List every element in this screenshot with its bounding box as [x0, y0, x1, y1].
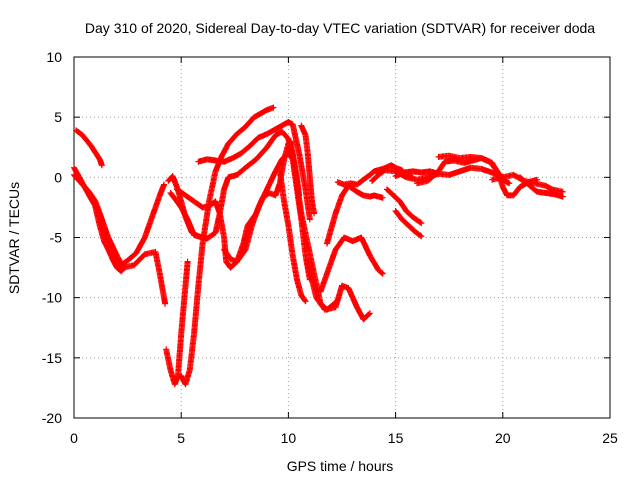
y-tick-label: 5 — [54, 109, 62, 125]
x-tick-label: 0 — [70, 430, 78, 446]
series-arc-5 — [163, 258, 191, 388]
data-point-marks — [392, 164, 506, 181]
data-point-marks — [304, 258, 373, 323]
series-arc-12 — [276, 168, 309, 305]
x-tick-label: 25 — [602, 430, 618, 446]
y-tick-label: -10 — [42, 290, 62, 306]
series-arc-20 — [392, 208, 425, 240]
data-point-marks — [167, 190, 206, 241]
data-point-marks — [73, 127, 105, 169]
y-tick-label: -5 — [50, 230, 63, 246]
data-point-marks — [298, 122, 318, 217]
y-tick-label: 0 — [54, 169, 62, 185]
data-point-marks — [384, 186, 425, 227]
chart-title: Day 310 of 2020, Sidereal Day-to-day VTE… — [85, 20, 595, 36]
x-tick-label: 20 — [495, 430, 511, 446]
y-axis-label: SDTVAR / TECUs — [6, 182, 22, 294]
series-arc-21 — [392, 164, 506, 181]
series-arc-16 — [324, 182, 386, 247]
data-point-marks — [517, 174, 566, 200]
data-point-marks — [92, 204, 127, 275]
series-arc-10 — [195, 119, 313, 223]
series-arc-19 — [384, 186, 425, 227]
series-arc-13 — [298, 122, 318, 217]
series-arc-25 — [517, 174, 566, 200]
data-point-marks — [324, 182, 386, 247]
series-arc-1 — [73, 127, 105, 169]
x-tick-label: 15 — [388, 430, 404, 446]
y-tick-label: -15 — [42, 350, 62, 366]
series-arc-15 — [317, 234, 386, 295]
series-arc-7 — [167, 190, 206, 241]
y-tick-label: -20 — [42, 410, 62, 426]
axes: 0 5 10 15 20 25 -20 -15 -10 -5 0 5 10 — [42, 49, 618, 446]
x-tick-label: 10 — [281, 430, 297, 446]
data-point-marks — [276, 168, 309, 305]
series-arc-14 — [304, 258, 373, 323]
series-arc-4 — [92, 204, 127, 275]
series-arc-9 — [178, 104, 277, 388]
data-point-marks — [195, 119, 313, 223]
x-axis-label: GPS time / hours — [287, 458, 394, 474]
data-point-marks — [317, 234, 386, 295]
data-point-marks — [163, 258, 191, 388]
y-tick-label: 10 — [46, 49, 62, 65]
data-marks — [71, 104, 566, 388]
data-point-marks — [392, 208, 425, 240]
x-tick-label: 5 — [177, 430, 185, 446]
data-point-marks — [178, 104, 277, 388]
